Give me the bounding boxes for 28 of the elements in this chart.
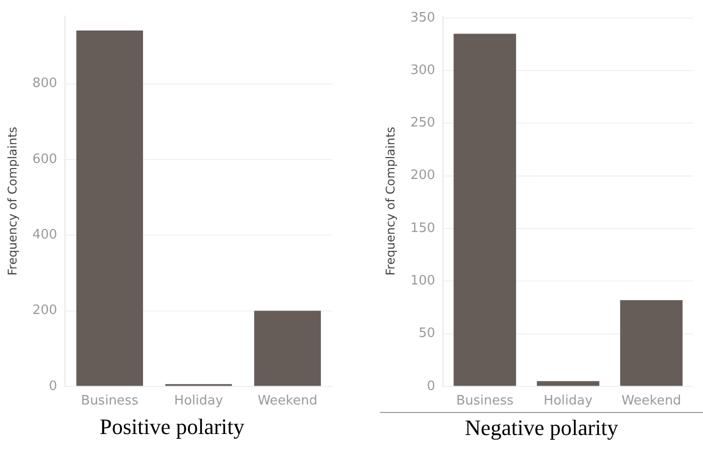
text: Positive polarity xyxy=(100,414,244,440)
y-tick-label: 200 xyxy=(32,303,58,318)
x-tick-label: Holiday xyxy=(174,394,224,409)
bar xyxy=(254,310,321,386)
bar xyxy=(454,34,516,386)
y-tick-label: 250 xyxy=(410,116,436,131)
y-tick-label: 600 xyxy=(32,152,58,167)
y-tick-label: 350 xyxy=(410,10,436,26)
y-tick-label: 200 xyxy=(410,168,436,184)
bar xyxy=(76,30,144,386)
y-tick-label: 0 xyxy=(426,378,436,394)
y-tick-label: 150 xyxy=(410,220,436,236)
text: Negative polarity xyxy=(464,415,618,441)
bar xyxy=(620,300,683,386)
y-tick-label: 800 xyxy=(32,76,58,92)
x-tick-label: Holiday xyxy=(544,394,593,409)
bar xyxy=(536,381,600,386)
x-tick-label: Weekend xyxy=(622,394,682,409)
x-tick-label: Business xyxy=(81,394,139,409)
y-tick-label: 400 xyxy=(32,228,58,243)
x-tick-label: Business xyxy=(456,394,514,409)
y-axis-title: Frequency of Complaints xyxy=(5,126,20,276)
y-axis-title: Frequency of Complaints xyxy=(383,126,398,276)
x-tick-label: Weekend xyxy=(258,394,318,409)
y-tick-label: 100 xyxy=(410,273,436,288)
y-tick-label: 0 xyxy=(48,378,58,394)
y-tick-label: 50 xyxy=(418,326,436,342)
y-tick-label: 300 xyxy=(410,62,436,78)
